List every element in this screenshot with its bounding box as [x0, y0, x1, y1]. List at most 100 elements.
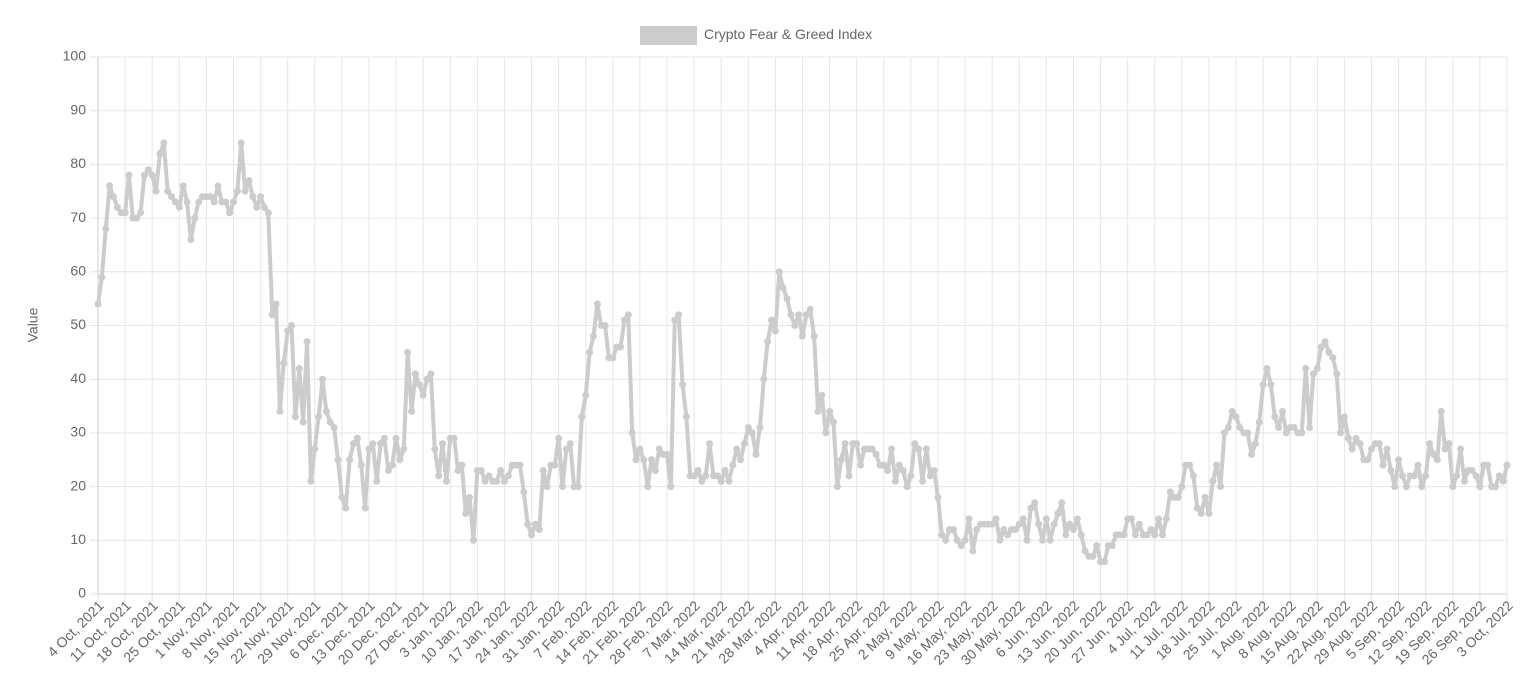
point: [1019, 515, 1027, 523]
legend-swatch[interactable]: [640, 26, 697, 45]
point: [1317, 343, 1325, 351]
point: [404, 348, 412, 356]
point: [500, 477, 508, 485]
point: [740, 440, 748, 448]
point: [942, 536, 950, 544]
point: [1100, 558, 1108, 566]
point: [1298, 429, 1306, 437]
point: [926, 472, 934, 480]
point: [671, 316, 679, 324]
point: [260, 203, 268, 211]
point: [148, 171, 156, 179]
point: [1035, 520, 1043, 528]
point: [1220, 429, 1228, 437]
point: [1457, 445, 1465, 453]
point: [268, 311, 276, 319]
point: [303, 338, 311, 346]
point: [1398, 472, 1406, 480]
point: [233, 187, 241, 195]
point: [1205, 509, 1213, 517]
point: [380, 434, 388, 442]
point: [257, 193, 265, 201]
point: [872, 450, 880, 458]
point: [94, 300, 102, 308]
point: [744, 424, 752, 432]
point: [559, 483, 567, 491]
y-tick-label: 90: [70, 101, 86, 117]
point: [357, 461, 365, 469]
point: [415, 381, 423, 389]
point: [295, 364, 303, 372]
point: [628, 429, 636, 437]
y-tick-label: 60: [70, 263, 86, 279]
y-tick-label: 80: [70, 155, 86, 171]
point: [299, 418, 307, 426]
point: [737, 456, 745, 464]
point: [481, 477, 489, 485]
point: [1046, 536, 1054, 544]
point: [195, 198, 203, 206]
point: [752, 450, 760, 458]
y-tick-label: 50: [70, 316, 86, 332]
point: [206, 193, 214, 201]
point: [423, 375, 431, 383]
point: [1290, 424, 1298, 432]
point: [1038, 536, 1046, 544]
point: [1062, 531, 1070, 539]
legend-label[interactable]: Crypto Fear & Greed Index: [704, 26, 872, 42]
point: [973, 526, 981, 534]
point: [1178, 483, 1186, 491]
point: [884, 466, 892, 474]
point: [466, 493, 474, 501]
y-tick-label: 20: [70, 477, 86, 493]
point: [539, 466, 547, 474]
point: [795, 311, 803, 319]
point: [1213, 461, 1221, 469]
point: [586, 348, 594, 356]
point: [125, 171, 133, 179]
point: [679, 381, 687, 389]
point: [562, 445, 570, 453]
point: [226, 209, 234, 217]
point: [1093, 542, 1101, 550]
point: [179, 182, 187, 190]
point: [636, 445, 644, 453]
point: [516, 461, 524, 469]
point: [373, 477, 381, 485]
point: [1364, 456, 1372, 464]
point: [137, 209, 145, 217]
point: [187, 236, 195, 244]
point: [895, 461, 903, 469]
point: [907, 472, 915, 480]
point: [1255, 418, 1263, 426]
point: [291, 413, 299, 421]
point: [1313, 364, 1321, 372]
point: [1069, 526, 1077, 534]
point: [961, 536, 969, 544]
point: [1155, 515, 1163, 523]
point: [183, 198, 191, 206]
point: [957, 542, 965, 550]
point: [431, 445, 439, 453]
y-tick-label: 100: [63, 48, 87, 64]
point: [663, 450, 671, 458]
point: [617, 343, 625, 351]
point: [469, 536, 477, 544]
point: [822, 429, 830, 437]
point: [1309, 370, 1317, 378]
point: [802, 311, 810, 319]
point: [768, 316, 776, 324]
point: [210, 198, 218, 206]
point: [1108, 542, 1116, 550]
point: [1135, 520, 1143, 528]
point: [388, 461, 396, 469]
point: [307, 477, 315, 485]
point: [264, 209, 272, 217]
point: [748, 429, 756, 437]
point: [1077, 531, 1085, 539]
point: [326, 418, 334, 426]
point: [845, 472, 853, 480]
point: [682, 413, 690, 421]
point: [1236, 424, 1244, 432]
point: [411, 370, 419, 378]
